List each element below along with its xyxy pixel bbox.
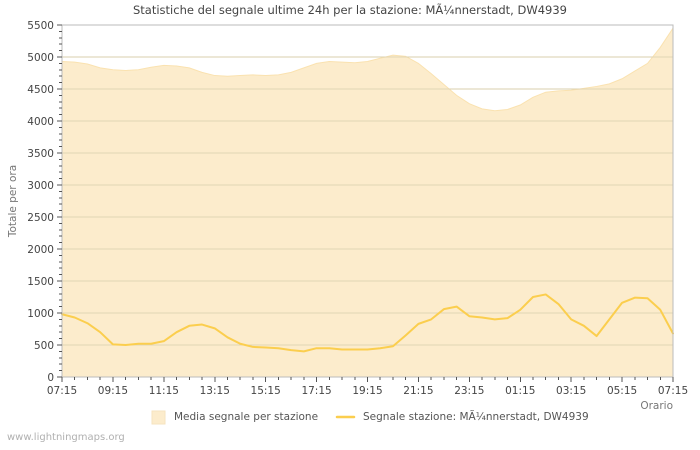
x-tick-label: 03:15 — [556, 385, 586, 397]
y-tick-label: 2000 — [27, 244, 54, 256]
x-axis: 07:15 09:15 11:15 13:15 15:15 17:15 19:15 21:15… — [47, 377, 688, 397]
y-tick-label: 1000 — [27, 308, 54, 320]
x-tick-label: 01:15 — [505, 385, 535, 397]
series-line-station — [61, 293, 674, 353]
y-tick-label: 5000 — [27, 52, 54, 64]
x-tick-label: 19:15 — [352, 385, 382, 397]
y-tick-label: 2500 — [27, 212, 54, 224]
y-axis-title: Totale per ora — [7, 165, 19, 238]
legend-swatch-area — [151, 410, 166, 425]
legend-item[interactable]: Media segnale per stazione — [151, 410, 318, 425]
chart-title: Statistiche del segnale ultime 24h per l… — [133, 3, 567, 17]
x-tick-label: 17:15 — [301, 385, 331, 397]
legend-item[interactable]: Segnale stazione: MÃ¼nnerstadt, DW4939 — [335, 410, 589, 423]
x-tick-label: 21:15 — [403, 385, 433, 397]
y-tick-label: 3500 — [27, 148, 54, 160]
legend: Media segnale per stazione Segnale stazio… — [151, 410, 589, 425]
legend-label: Segnale stazione: MÃ¼nnerstadt, DW4939 — [363, 410, 589, 423]
gridlines-over-area — [62, 56, 673, 346]
y-axis: 0 500 1000 1500 2000 2500 3000 3500 4000 4500 5000… — [27, 20, 62, 384]
y-tick-label: 0 — [47, 372, 54, 384]
x-tick-label: 09:15 — [98, 385, 128, 397]
legend-label: Media segnale per stazione — [174, 411, 318, 423]
series-area-media — [62, 28, 673, 377]
x-axis-title: Orario — [640, 400, 673, 412]
y-tick-label: 5500 — [27, 20, 54, 32]
x-tick-label: 07:15 — [658, 385, 688, 397]
series-area-outline — [61, 27, 674, 112]
x-tick-label: 11:15 — [149, 385, 179, 397]
y-tick-label: 500 — [34, 340, 54, 352]
y-tick-label: 4500 — [27, 84, 54, 96]
x-tick-label: 13:15 — [200, 385, 230, 397]
y-tick-label: 1500 — [27, 276, 54, 288]
x-tick-label: 15:15 — [251, 385, 281, 397]
x-tick-label: 23:15 — [454, 385, 484, 397]
y-tick-label: 3000 — [27, 180, 54, 192]
watermark-label: www.lightningmaps.org — [7, 432, 125, 443]
y-tick-label: 4000 — [27, 116, 54, 128]
x-tick-label: 05:15 — [607, 385, 637, 397]
x-tick-label: 07:15 — [47, 385, 77, 397]
